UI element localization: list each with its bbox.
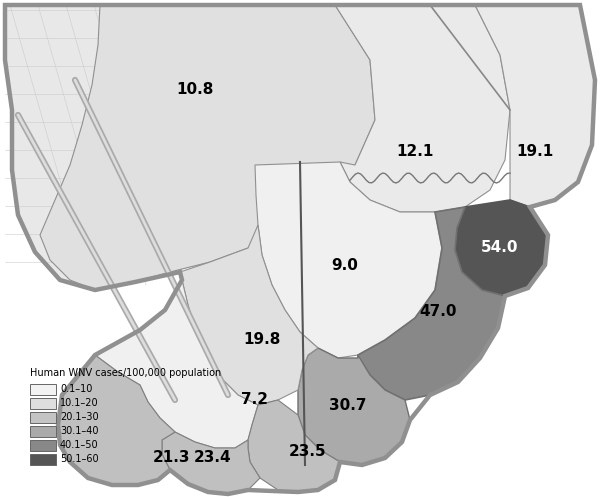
Polygon shape	[298, 348, 410, 465]
Text: 54.0: 54.0	[481, 241, 519, 255]
Text: 50.1–60: 50.1–60	[60, 454, 98, 465]
Bar	[30, 426, 56, 437]
Text: 10.1–20: 10.1–20	[60, 399, 98, 409]
Text: 19.8: 19.8	[244, 332, 281, 347]
Text: 20.1–30: 20.1–30	[60, 413, 98, 422]
Polygon shape	[58, 355, 175, 485]
Polygon shape	[162, 432, 260, 494]
Text: 30.1–40: 30.1–40	[60, 426, 98, 436]
Bar	[30, 440, 56, 451]
Polygon shape	[475, 5, 595, 207]
Text: 12.1: 12.1	[397, 145, 434, 160]
Polygon shape	[180, 225, 318, 405]
Bar	[30, 412, 56, 423]
Text: Human WNV cases/100,000 population: Human WNV cases/100,000 population	[30, 368, 221, 378]
Text: 19.1: 19.1	[517, 145, 554, 160]
Text: 10.8: 10.8	[176, 83, 214, 97]
Text: 30.7: 30.7	[329, 398, 367, 413]
Polygon shape	[255, 162, 442, 358]
Polygon shape	[358, 207, 505, 400]
Polygon shape	[248, 400, 340, 492]
Polygon shape	[5, 5, 375, 290]
Bar	[30, 398, 56, 409]
Text: 23.5: 23.5	[289, 444, 327, 460]
Text: 47.0: 47.0	[419, 305, 457, 320]
Text: 0.1–10: 0.1–10	[60, 385, 92, 395]
Polygon shape	[335, 5, 510, 212]
Text: 23.4: 23.4	[194, 450, 232, 466]
Text: 21.3: 21.3	[153, 450, 191, 466]
Polygon shape	[95, 280, 258, 448]
Bar	[30, 454, 56, 465]
Text: 40.1–50: 40.1–50	[60, 440, 98, 450]
Text: 9.0: 9.0	[332, 257, 358, 272]
Bar	[30, 384, 56, 395]
Polygon shape	[455, 200, 548, 296]
Polygon shape	[40, 5, 375, 290]
Text: 7.2: 7.2	[241, 393, 269, 408]
